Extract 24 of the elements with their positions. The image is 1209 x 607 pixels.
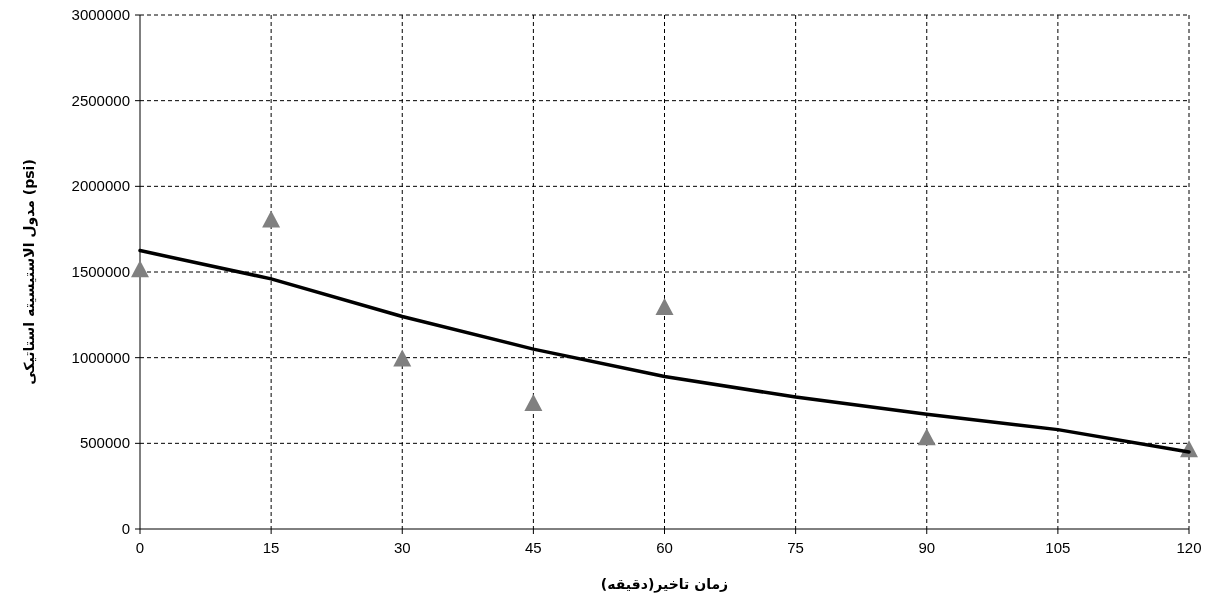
- point: [655, 297, 674, 315]
- y-tick-label: 1000000: [71, 348, 130, 366]
- point: [917, 428, 936, 446]
- y-tick-label: 2500000: [71, 91, 130, 109]
- point: [393, 349, 412, 367]
- point: [524, 393, 543, 411]
- x-tick-label: 120: [1176, 539, 1202, 556]
- x-tick-label: 30: [393, 539, 411, 556]
- x-tick-label: 90: [918, 539, 936, 556]
- y-tick-label: 2000000: [71, 177, 130, 195]
- x-tick-label: 0: [135, 539, 145, 556]
- x-tick-label: 15: [262, 539, 280, 556]
- y-tick-label: 500000: [79, 434, 130, 452]
- x-tick-label: 105: [1045, 539, 1071, 556]
- x-axis-title: زمان تاخیر(دقیقه): [600, 576, 729, 593]
- y-tick-label: 3000000: [71, 6, 130, 23]
- y-tick-label: 1500000: [71, 263, 130, 280]
- x-tick-label: 45: [525, 539, 542, 556]
- y-axis-title: مدول الاستیسیته استاتیکی (psi): [21, 159, 38, 385]
- x-tick-label: 60: [656, 539, 673, 556]
- point: [131, 260, 149, 278]
- y-tick-label: 0: [121, 520, 130, 537]
- point: [262, 210, 281, 228]
- x-tick-label: 75: [787, 539, 804, 556]
